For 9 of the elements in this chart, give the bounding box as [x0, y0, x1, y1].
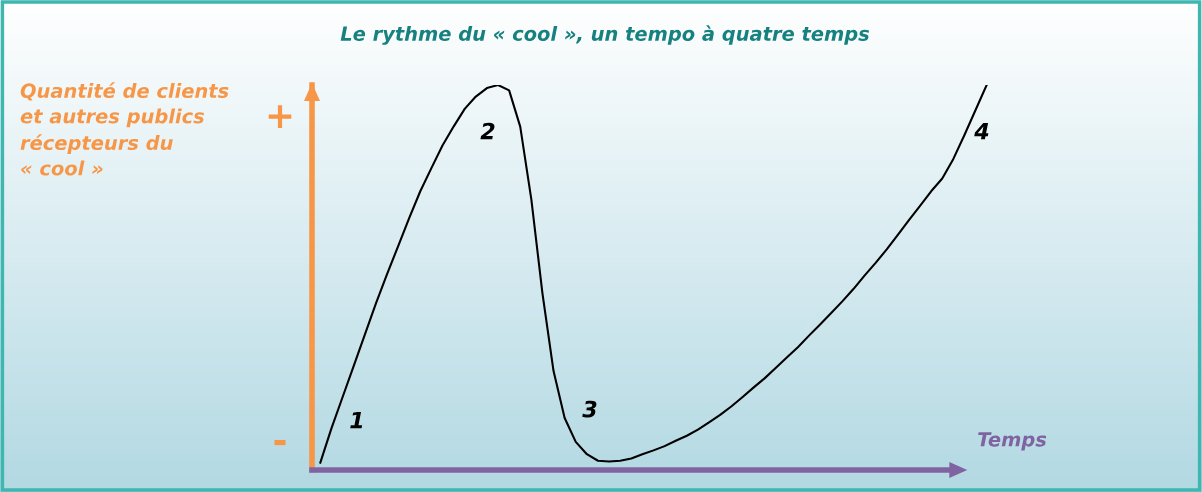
text: - [274, 440, 286, 446]
chart-title: Le rythme du « cool », un tempo à quatre temps [340, 25, 870, 45]
annotation: 1 [350, 411, 363, 429]
x-axis-title: Temps [978, 432, 1047, 451]
annotation: 4 [974, 122, 989, 140]
y-axis-title: Quantité de clients et autres publics récepteurs du « cool » [20, 82, 229, 176]
annotation: 2 [480, 122, 495, 140]
annotation: 3 [582, 400, 597, 418]
text: + [268, 105, 292, 128]
